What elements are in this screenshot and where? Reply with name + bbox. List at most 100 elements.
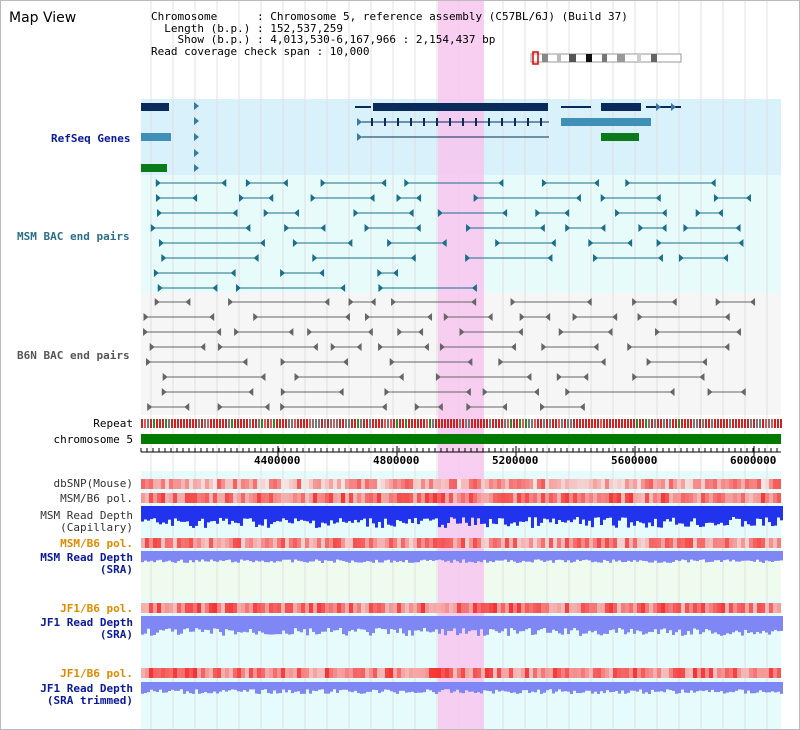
read-depth-bar: [690, 682, 693, 691]
polymorphism-cell: [737, 479, 741, 489]
gene-exon: [488, 118, 490, 126]
track-label-msm-bac[interactable]: MSM BAC end pairs: [17, 230, 130, 243]
read-depth-bar: [558, 616, 561, 634]
read-depth-bar: [666, 506, 669, 520]
polymorphism-cell: [757, 668, 761, 678]
repeat-element: [144, 419, 146, 428]
polymorphism-cell: [745, 479, 749, 489]
read-depth-bar: [261, 682, 264, 690]
read-depth-bar: [681, 682, 684, 690]
polymorphism-cell: [625, 479, 629, 489]
track-label-msm-depth-capillary[interactable]: MSM Read Depth: [40, 509, 133, 522]
bac-end-marker: [471, 284, 477, 292]
repeat-element: [771, 419, 773, 428]
polymorphism-cell: [421, 493, 425, 503]
polymorphism-cell: [637, 493, 641, 503]
repeat-element: [378, 419, 380, 428]
polymorphism-cell: [621, 668, 625, 678]
track-label-msm-b6-pol-2[interactable]: MSM/B6 pol.: [60, 537, 133, 550]
bac-end-marker: [157, 284, 163, 292]
read-depth-bar: [675, 506, 678, 525]
repeat-element: [252, 419, 254, 428]
polymorphism-cell: [341, 479, 345, 489]
bac-end-marker: [369, 194, 375, 202]
read-depth-bar: [411, 506, 414, 524]
polymorphism-cell: [177, 493, 181, 503]
track-label-b6n-bac[interactable]: B6N BAC end pairs: [17, 349, 130, 362]
polymorphism-cell: [333, 538, 337, 548]
track-label-refseq[interactable]: RefSeq Genes: [51, 132, 131, 145]
bac-end-marker: [657, 254, 663, 262]
polymorphism-cell: [389, 493, 393, 503]
read-depth-bar: [510, 551, 513, 561]
read-depth-bar: [474, 682, 477, 693]
read-depth-bar: [447, 551, 450, 561]
track-label-jf1-b6-pol-2[interactable]: JF1/B6 pol.: [60, 667, 133, 680]
polymorphism-cell: [289, 668, 293, 678]
read-depth-bar: [237, 682, 240, 692]
read-depth-bar: [150, 616, 153, 636]
read-depth-bar: [204, 682, 207, 693]
polymorphism-cell: [517, 538, 521, 548]
polymorphism-cell: [685, 538, 689, 548]
read-depth-bar: [651, 616, 654, 633]
polymorphism-cell: [281, 538, 285, 548]
repeat-element: [684, 419, 686, 428]
polymorphism-cell: [589, 538, 593, 548]
repeat-element: [324, 419, 326, 428]
polymorphism-cell: [297, 603, 301, 613]
repeat-element: [426, 419, 428, 428]
repeat-element: [450, 419, 452, 428]
polymorphism-cell: [557, 668, 561, 678]
read-depth-bar: [276, 682, 279, 694]
read-depth-bar: [402, 616, 405, 634]
read-depth-bar: [234, 682, 237, 690]
track-label-msm-b6-pol[interactable]: MSM/B6 pol.: [60, 492, 133, 505]
bac-end-marker: [498, 358, 504, 366]
track-label-chromosome[interactable]: chromosome 5: [53, 433, 133, 446]
gene-arrow: [357, 133, 362, 141]
polymorphism-cell: [489, 538, 493, 548]
polymorphism-cell: [669, 668, 673, 678]
polymorphism-cell: [437, 493, 441, 503]
bac-end-marker: [184, 403, 190, 411]
gene-block: [141, 164, 167, 172]
track-label-msm-depth-sra[interactable]: MSM Read Depth: [40, 551, 133, 564]
track-label-jf1-b6-pol[interactable]: JF1/B6 pol.: [60, 602, 133, 615]
read-depth-bar: [402, 506, 405, 523]
read-depth-bar: [384, 506, 387, 519]
track-label-repeat[interactable]: Repeat: [93, 417, 133, 430]
read-depth-bar: [345, 551, 348, 562]
track-label-dbsnp[interactable]: dbSNP(Mouse): [53, 477, 133, 490]
read-depth-bar: [441, 551, 444, 561]
read-depth-bar: [711, 616, 714, 634]
polymorphism-cell: [253, 603, 257, 613]
read-depth-bar: [174, 551, 177, 563]
polymorphism-cell: [753, 538, 757, 548]
bac-end-marker: [459, 328, 465, 336]
read-depth-bar: [780, 551, 783, 561]
polymorphism-cell: [429, 538, 433, 548]
read-depth-bar: [393, 616, 396, 630]
polymorphism-cell: [661, 668, 665, 678]
read-depth-bar: [510, 682, 513, 694]
polymorphism-cell: [249, 479, 253, 489]
read-depth-bar: [513, 682, 516, 693]
track-label-jf1-depth-sra[interactable]: JF1 Read Depth: [40, 616, 133, 629]
polymorphism-cell: [281, 668, 285, 678]
read-depth-bar: [369, 616, 372, 636]
track-label-jf1-depth-trimmed[interactable]: JF1 Read Depth: [40, 682, 133, 695]
read-depth-bar: [423, 551, 426, 560]
read-depth-bar: [387, 616, 390, 635]
read-depth-bar: [240, 682, 243, 692]
read-depth-bar: [522, 682, 525, 691]
read-depth-bar: [564, 506, 567, 523]
polymorphism-cell: [369, 493, 373, 503]
polymorphism-cell: [525, 493, 529, 503]
read-depth-bar: [231, 551, 234, 563]
repeat-element: [306, 419, 308, 428]
polymorphism-cell: [549, 603, 553, 613]
repeat-element: [693, 419, 695, 428]
polymorphism-cell: [441, 493, 445, 503]
